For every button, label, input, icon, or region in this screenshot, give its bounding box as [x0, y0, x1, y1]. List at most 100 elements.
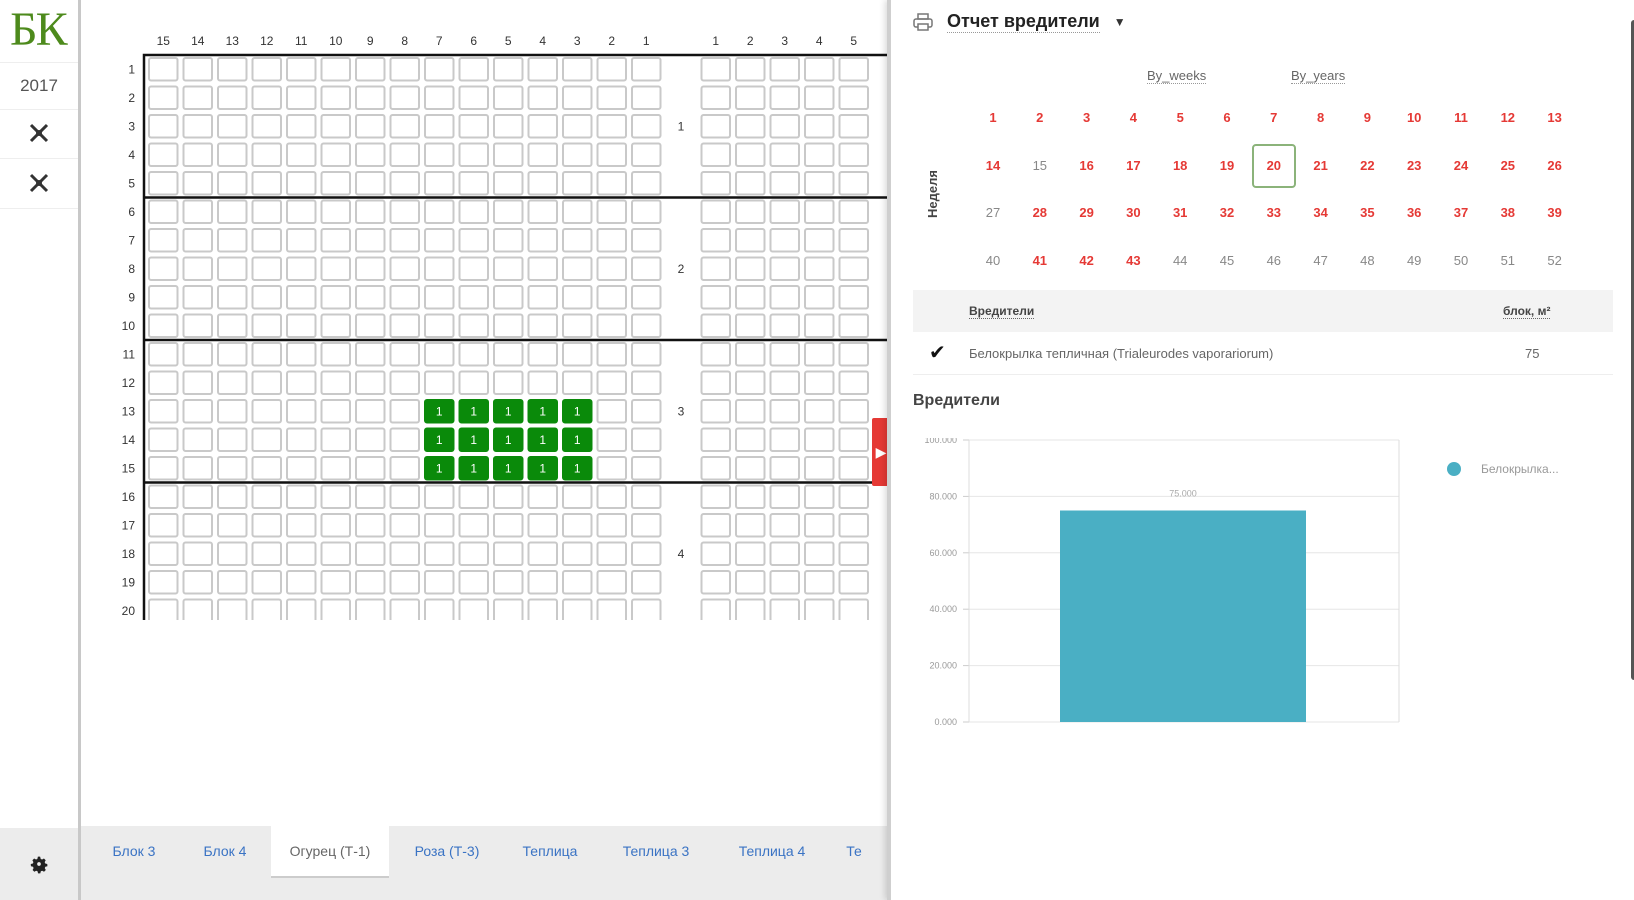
- grid-cell[interactable]: [769, 484, 800, 509]
- grid-cell[interactable]: [769, 598, 800, 621]
- week-24[interactable]: 24: [1453, 157, 1469, 173]
- tab-3[interactable]: Огурец (Т-1): [271, 826, 389, 878]
- grid-cell[interactable]: [493, 142, 524, 167]
- tab-1[interactable]: Блок 3: [112, 843, 156, 859]
- grid-cell[interactable]: [424, 484, 455, 509]
- grid-cell[interactable]: [596, 456, 627, 481]
- grid-cell[interactable]: [389, 114, 420, 139]
- grid-cell[interactable]: [182, 484, 213, 509]
- marked-cell[interactable]: [424, 456, 455, 481]
- week-46[interactable]: 46: [1266, 252, 1282, 268]
- grid-cell[interactable]: [735, 513, 766, 538]
- grid-cell[interactable]: [458, 228, 489, 253]
- grid-cell[interactable]: [493, 85, 524, 110]
- week-43[interactable]: 43: [1126, 252, 1141, 268]
- grid-cell[interactable]: [286, 85, 317, 110]
- grid-cell[interactable]: [320, 313, 351, 338]
- grid-cell[interactable]: [769, 313, 800, 338]
- grid-cell[interactable]: [286, 313, 317, 338]
- grid-cell[interactable]: [700, 57, 731, 82]
- grid-cell[interactable]: [251, 199, 282, 224]
- grid-cell[interactable]: [804, 399, 835, 424]
- grid-cell[interactable]: [769, 541, 800, 566]
- grid-cell[interactable]: [182, 513, 213, 538]
- marked-cell[interactable]: [493, 399, 524, 424]
- grid-cell[interactable]: [424, 570, 455, 595]
- grid-cell[interactable]: [389, 541, 420, 566]
- grid-cell[interactable]: [631, 370, 662, 395]
- grid-cell[interactable]: [148, 598, 179, 621]
- grid-cell[interactable]: [493, 313, 524, 338]
- grid-cell[interactable]: [424, 228, 455, 253]
- grid-cell[interactable]: [182, 256, 213, 281]
- week-6[interactable]: 6: [1223, 110, 1231, 125]
- grid-cell[interactable]: [389, 456, 420, 481]
- grid-cell[interactable]: [182, 171, 213, 196]
- grid-cell[interactable]: [320, 541, 351, 566]
- grid-cell[interactable]: [320, 142, 351, 167]
- grid-cell[interactable]: [458, 114, 489, 139]
- grid-cell[interactable]: [838, 456, 869, 481]
- week-26[interactable]: 26: [1547, 157, 1562, 173]
- week-17[interactable]: 17: [1126, 157, 1141, 173]
- grid-cell[interactable]: [838, 484, 869, 509]
- grid-cell[interactable]: [700, 456, 731, 481]
- grid-cell[interactable]: [838, 313, 869, 338]
- grid-cell[interactable]: [424, 114, 455, 139]
- report-selector[interactable]: Отчет вредители ▼: [913, 8, 1126, 36]
- grid-cell[interactable]: [389, 342, 420, 367]
- grid-cell[interactable]: [355, 370, 386, 395]
- grid-cell[interactable]: [700, 142, 731, 167]
- grid-cell[interactable]: [320, 456, 351, 481]
- grid-cell[interactable]: [286, 513, 317, 538]
- grid-cell[interactable]: [769, 256, 800, 281]
- tab-8[interactable]: Те: [846, 843, 862, 859]
- grid-cell[interactable]: [148, 399, 179, 424]
- grid-cell[interactable]: [838, 171, 869, 196]
- grid-cell[interactable]: [596, 313, 627, 338]
- grid-cell[interactable]: [631, 142, 662, 167]
- grid-cell[interactable]: [251, 513, 282, 538]
- grid-cell[interactable]: [596, 256, 627, 281]
- week-18[interactable]: 18: [1172, 157, 1188, 173]
- week-28[interactable]: 28: [1032, 205, 1048, 220]
- grid-cell[interactable]: [700, 370, 731, 395]
- grid-cell[interactable]: [286, 399, 317, 424]
- week-21[interactable]: 21: [1313, 157, 1328, 173]
- grid-cell[interactable]: [458, 370, 489, 395]
- grid-cell[interactable]: [735, 342, 766, 367]
- grid-cell[interactable]: [217, 456, 248, 481]
- grid-cell[interactable]: [251, 598, 282, 621]
- grid-cell[interactable]: [527, 199, 558, 224]
- grid-cell[interactable]: [182, 456, 213, 481]
- grid-cell[interactable]: [389, 171, 420, 196]
- chevron-down-icon[interactable]: ▼: [1113, 15, 1126, 29]
- grid-cell[interactable]: [424, 285, 455, 310]
- grid-cell[interactable]: [527, 541, 558, 566]
- grid-cell[interactable]: [458, 85, 489, 110]
- grid-cell[interactable]: [735, 199, 766, 224]
- mode-by-weeks[interactable]: By_weeks: [1147, 68, 1207, 84]
- week-47[interactable]: 47: [1313, 252, 1328, 268]
- grid-cell[interactable]: [596, 598, 627, 621]
- grid-cell[interactable]: [735, 57, 766, 82]
- grid-cell[interactable]: [735, 598, 766, 621]
- grid-cell[interactable]: [458, 513, 489, 538]
- grid-cell[interactable]: [804, 342, 835, 367]
- grid-cell[interactable]: [735, 228, 766, 253]
- week-25[interactable]: 25: [1500, 157, 1516, 173]
- grid-cell[interactable]: [251, 484, 282, 509]
- grid-cell[interactable]: [700, 171, 731, 196]
- grid-cell[interactable]: [838, 399, 869, 424]
- grid-cell[interactable]: [389, 313, 420, 338]
- grid-cell[interactable]: [286, 256, 317, 281]
- grid-cell[interactable]: [769, 427, 800, 452]
- panel-toggle-button[interactable]: ▶: [872, 418, 890, 486]
- grid-cell[interactable]: [286, 370, 317, 395]
- grid-cell[interactable]: [804, 570, 835, 595]
- grid-cell[interactable]: [182, 541, 213, 566]
- grid-cell[interactable]: [320, 484, 351, 509]
- week-23[interactable]: 23: [1406, 157, 1422, 173]
- tab-6[interactable]: Теплица 3: [622, 843, 690, 859]
- grid-cell[interactable]: [458, 142, 489, 167]
